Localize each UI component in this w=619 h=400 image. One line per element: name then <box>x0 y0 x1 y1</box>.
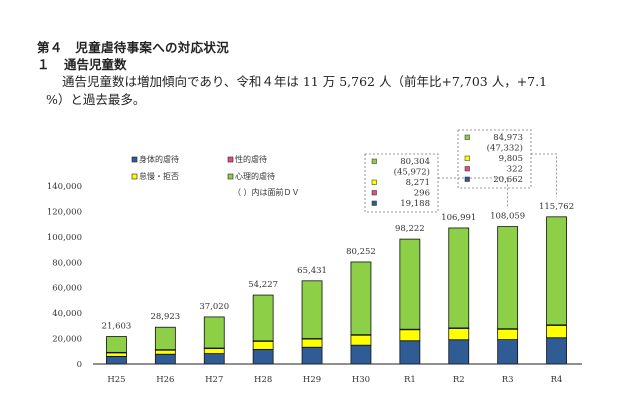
bar-segment <box>154 353 176 365</box>
y-tick-label: 60,000 <box>52 284 82 294</box>
bar-total-label: 28,923 <box>150 312 180 322</box>
bar-segment <box>399 329 421 342</box>
bar-segment <box>497 339 519 365</box>
bar-segment <box>203 347 225 354</box>
legend-label: 怠慢・拒否 <box>139 171 179 181</box>
legend-label: 性的虐待 <box>235 154 267 164</box>
bar-segment <box>203 353 225 365</box>
legend-label: 身体的虐待 <box>139 154 179 164</box>
legend-swatch <box>131 156 138 163</box>
bar-segment <box>448 339 470 365</box>
bar-segment <box>301 280 323 339</box>
bar-segment <box>252 294 274 342</box>
callout-swatch <box>371 190 377 196</box>
callout-value: 20,662 <box>493 175 523 185</box>
section-heading: 第４ 児童虐待事案への対応状況 <box>37 40 230 55</box>
subsection-heading: １ 通告児童数 <box>37 54 127 73</box>
bar-segment <box>301 346 323 365</box>
bar-segment <box>203 316 225 349</box>
summary-paragraph-line-1: 通告児童数は増加傾向であり、令和４年は 11 万 5,762 人（前年比+7,7… <box>62 74 548 89</box>
callout-box <box>457 129 532 189</box>
bar-segment <box>350 334 372 346</box>
callout-value: 8,271 <box>406 178 430 188</box>
y-tick-label: 40,000 <box>52 309 82 319</box>
x-tick-label: H27 <box>205 375 223 385</box>
bar-segment <box>497 226 519 330</box>
bar-total-label: 98,222 <box>395 224 425 234</box>
bar-segment <box>106 336 127 353</box>
subsection-number: １ <box>37 57 50 72</box>
subsection-title: 通告児童数 <box>64 57 127 72</box>
y-tick-label: 20,000 <box>52 335 82 345</box>
x-tick-label: H26 <box>156 375 174 385</box>
bar-segment <box>546 324 567 339</box>
callout-box <box>364 153 439 213</box>
legend-swatch <box>131 173 138 180</box>
bar-segment <box>154 326 176 351</box>
callout-value: 322 <box>507 165 523 175</box>
legend-swatch <box>227 156 234 163</box>
bar-total-label: 115,762 <box>539 202 574 212</box>
y-tick-label: 100,000 <box>47 233 82 243</box>
y-tick-label: 0 <box>77 360 82 370</box>
callout-swatch <box>464 176 470 182</box>
bar-segment <box>106 355 127 365</box>
bar-total-label: 108,059 <box>490 212 525 222</box>
callout-leader-line <box>531 153 557 197</box>
bar-segment <box>448 227 470 329</box>
x-tick-label: H29 <box>303 375 321 385</box>
x-tick-label: H30 <box>352 375 370 385</box>
x-tick-label: R3 <box>502 375 514 385</box>
callout-value: 80,304 <box>400 157 430 167</box>
callout-swatch <box>371 200 377 206</box>
bar-total-label: 65,431 <box>297 266 327 276</box>
y-tick-label: 120,000 <box>47 207 82 217</box>
x-tick-label: H28 <box>254 375 272 385</box>
y-tick-label: 80,000 <box>52 258 82 268</box>
callout-leader-line <box>438 177 509 207</box>
bar-total-label: 37,020 <box>199 302 229 312</box>
bar-segment <box>252 348 274 365</box>
callout-value: 9,805 <box>499 154 523 164</box>
legend-swatch <box>227 173 234 180</box>
callout-swatch <box>371 179 377 185</box>
bar-total-label: 21,603 <box>102 322 132 332</box>
bar-total-label: 54,227 <box>248 280 278 290</box>
callout-value: 296 <box>414 189 430 199</box>
callout-value: (47,332) <box>487 143 523 154</box>
bar-segment <box>546 216 567 326</box>
callout-value: 84,973 <box>493 133 523 143</box>
bar-segment <box>448 327 470 341</box>
bar-segment <box>252 340 274 350</box>
bar-segment <box>497 328 519 341</box>
bar-total-label: 106,991 <box>441 213 476 223</box>
x-tick-label: R4 <box>551 375 563 385</box>
bar-total-label: 80,252 <box>346 247 376 257</box>
bar-segment <box>350 261 372 336</box>
callout-value: (45,972) <box>394 167 430 178</box>
callout-swatch <box>464 155 470 161</box>
legend-note: （ ）内は面前ＤＶ <box>233 187 300 197</box>
callout-value: 19,188 <box>400 199 430 209</box>
bar-segment <box>350 344 372 365</box>
bar-segment <box>301 338 323 348</box>
callout-swatch <box>464 166 470 172</box>
bar-segment <box>546 337 567 365</box>
summary-paragraph-line-2: %）と過去最多。 <box>46 92 146 107</box>
callout-swatch <box>371 158 377 164</box>
x-tick-label: R2 <box>453 375 465 385</box>
x-tick-label: R1 <box>404 375 416 385</box>
bar-segment <box>399 340 421 365</box>
y-tick-label: 140,000 <box>47 182 82 192</box>
legend-label: 心理的虐待 <box>235 171 275 181</box>
bar-segment <box>399 238 421 330</box>
callout-swatch <box>464 134 470 140</box>
x-tick-label: H25 <box>107 375 125 385</box>
